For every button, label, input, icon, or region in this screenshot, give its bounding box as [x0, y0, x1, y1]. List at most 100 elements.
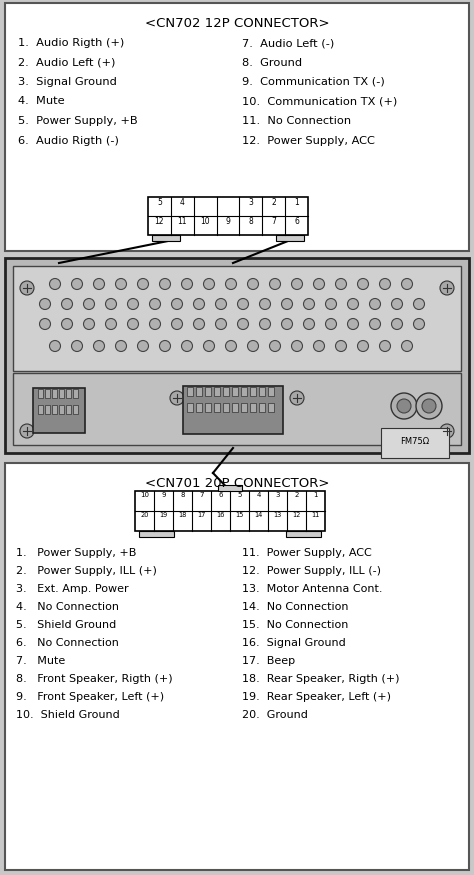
- Bar: [183, 386, 283, 434]
- Circle shape: [336, 340, 346, 352]
- Circle shape: [128, 298, 138, 310]
- Circle shape: [203, 340, 215, 352]
- Text: 18: 18: [178, 512, 187, 518]
- Bar: [59, 405, 64, 414]
- Circle shape: [106, 298, 117, 310]
- Circle shape: [159, 278, 171, 290]
- Bar: [205, 403, 211, 412]
- Bar: [268, 403, 274, 412]
- Text: 10: 10: [140, 492, 149, 498]
- Bar: [214, 387, 220, 396]
- Circle shape: [193, 298, 204, 310]
- Bar: [259, 403, 265, 412]
- Text: 3: 3: [248, 198, 253, 207]
- Text: 3.   Ext. Amp. Power: 3. Ext. Amp. Power: [16, 584, 128, 594]
- Circle shape: [39, 318, 51, 330]
- Bar: [232, 403, 238, 412]
- Text: 6.   No Connection: 6. No Connection: [16, 638, 119, 648]
- Text: 10.  Shield Ground: 10. Shield Ground: [16, 710, 120, 720]
- Text: 8: 8: [180, 492, 185, 498]
- Bar: [196, 387, 202, 396]
- Circle shape: [259, 298, 271, 310]
- Text: 9.   Front Speaker, Left (+): 9. Front Speaker, Left (+): [16, 692, 164, 702]
- Text: 17.  Beep: 17. Beep: [242, 656, 295, 666]
- Circle shape: [413, 298, 425, 310]
- Circle shape: [216, 298, 227, 310]
- Text: 3: 3: [275, 492, 280, 498]
- Text: <CN701 20P CONNECTOR>: <CN701 20P CONNECTOR>: [145, 477, 329, 490]
- Circle shape: [357, 278, 368, 290]
- Circle shape: [292, 340, 302, 352]
- Text: 15: 15: [235, 512, 244, 518]
- Bar: [232, 387, 238, 396]
- Circle shape: [159, 340, 171, 352]
- Bar: [5, 3, 469, 251]
- Text: 8.  Ground: 8. Ground: [242, 58, 302, 67]
- Circle shape: [62, 298, 73, 310]
- Bar: [250, 387, 256, 396]
- Bar: [148, 197, 308, 235]
- Circle shape: [290, 391, 304, 405]
- Text: 14: 14: [255, 512, 263, 518]
- Text: 3.  Signal Ground: 3. Signal Ground: [18, 77, 117, 87]
- Circle shape: [226, 278, 237, 290]
- Bar: [286, 531, 321, 537]
- Bar: [223, 403, 229, 412]
- Circle shape: [182, 340, 192, 352]
- Bar: [13, 373, 461, 445]
- Text: 19: 19: [159, 512, 168, 518]
- Circle shape: [270, 278, 281, 290]
- Circle shape: [422, 399, 436, 413]
- Bar: [187, 387, 193, 396]
- Bar: [52, 405, 57, 414]
- Circle shape: [72, 340, 82, 352]
- Circle shape: [392, 318, 402, 330]
- Text: 13.  Motor Antenna Cont.: 13. Motor Antenna Cont.: [242, 584, 383, 594]
- Bar: [59, 389, 64, 398]
- Circle shape: [259, 318, 271, 330]
- Circle shape: [203, 278, 215, 290]
- Circle shape: [380, 278, 391, 290]
- Bar: [73, 405, 78, 414]
- Text: 16.  Signal Ground: 16. Signal Ground: [242, 638, 346, 648]
- Text: 1.   Power Supply, +B: 1. Power Supply, +B: [16, 548, 137, 558]
- Text: 15.  No Connection: 15. No Connection: [242, 620, 348, 630]
- Circle shape: [397, 399, 411, 413]
- Bar: [139, 531, 174, 537]
- Circle shape: [39, 298, 51, 310]
- Text: 8.   Front Speaker, Rigth (+): 8. Front Speaker, Rigth (+): [16, 674, 173, 684]
- Bar: [152, 235, 180, 241]
- Circle shape: [326, 298, 337, 310]
- Text: 4: 4: [180, 198, 185, 207]
- Text: 6.  Audio Rigth (-): 6. Audio Rigth (-): [18, 136, 119, 145]
- Bar: [45, 405, 50, 414]
- Circle shape: [413, 318, 425, 330]
- Circle shape: [401, 340, 412, 352]
- Bar: [66, 389, 71, 398]
- Text: 4: 4: [256, 492, 261, 498]
- Text: 5.   Shield Ground: 5. Shield Ground: [16, 620, 116, 630]
- Circle shape: [170, 391, 184, 405]
- Text: 1.  Audio Rigth (+): 1. Audio Rigth (+): [18, 38, 124, 48]
- Circle shape: [247, 340, 258, 352]
- Text: 8: 8: [248, 217, 253, 226]
- Text: 11: 11: [178, 217, 187, 226]
- Bar: [33, 388, 85, 433]
- Circle shape: [440, 281, 454, 295]
- Circle shape: [303, 298, 315, 310]
- Circle shape: [137, 278, 148, 290]
- Circle shape: [128, 318, 138, 330]
- Circle shape: [193, 318, 204, 330]
- Circle shape: [116, 278, 127, 290]
- Bar: [214, 403, 220, 412]
- Text: 2: 2: [294, 492, 299, 498]
- Text: 2: 2: [271, 198, 276, 207]
- Bar: [66, 405, 71, 414]
- Text: 14.  No Connection: 14. No Connection: [242, 602, 348, 612]
- Bar: [241, 387, 247, 396]
- Bar: [259, 387, 265, 396]
- Bar: [276, 235, 304, 241]
- Circle shape: [237, 298, 248, 310]
- Text: 10: 10: [201, 217, 210, 226]
- Circle shape: [380, 340, 391, 352]
